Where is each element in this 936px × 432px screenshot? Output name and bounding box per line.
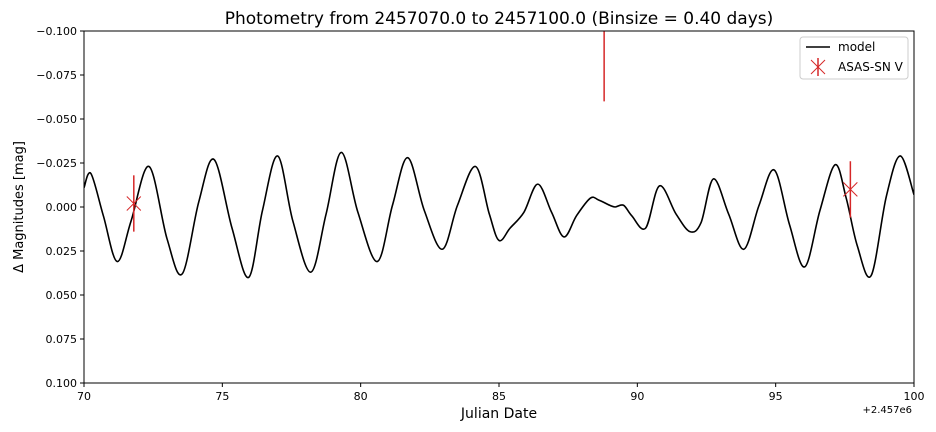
plot-area bbox=[83, 30, 915, 384]
legend: model ASAS-SN V bbox=[799, 36, 909, 80]
x-tick-label: 85 bbox=[492, 390, 506, 403]
x-axis: 70 75 80 85 90 95 100 bbox=[77, 383, 925, 403]
legend-asassn-swatch bbox=[810, 58, 826, 76]
y-tick-label: −0.075 bbox=[36, 69, 77, 82]
asassn-point bbox=[126, 175, 142, 232]
x-tick-label: 100 bbox=[904, 390, 925, 403]
asassn-marker bbox=[843, 182, 858, 197]
y-tick-label: −0.050 bbox=[36, 113, 77, 126]
y-tick-label: −0.100 bbox=[36, 25, 77, 38]
x-axis-offset-label: +2.457e6 bbox=[862, 405, 912, 416]
y-tick-label: 0.000 bbox=[46, 201, 78, 214]
legend-model-label: model bbox=[838, 40, 875, 54]
x-tick-label: 80 bbox=[354, 390, 368, 403]
y-tick-label: −0.025 bbox=[36, 157, 77, 170]
y-tick-label: 0.075 bbox=[46, 333, 78, 346]
x-axis-label: Julian Date bbox=[460, 406, 537, 422]
x-tick-label: 75 bbox=[215, 390, 229, 403]
legend-asassn-label: ASAS-SN V bbox=[838, 60, 904, 74]
asassn-point bbox=[843, 161, 858, 218]
asassn-marker bbox=[126, 196, 142, 211]
y-tick-label: 0.050 bbox=[46, 289, 78, 302]
plot-frame bbox=[83, 30, 915, 384]
y-axis-label: Δ Magnitudes [mag] bbox=[12, 141, 27, 273]
x-tick-label: 70 bbox=[77, 390, 91, 403]
chart-title: Photometry from 2457070.0 to 2457100.0 (… bbox=[225, 9, 774, 29]
x-tick-label: 95 bbox=[769, 390, 783, 403]
y-axis: −0.100 −0.075 −0.050 −0.025 0.000 0.025 0.050 0… bbox=[36, 25, 84, 390]
x-tick-label: 90 bbox=[630, 390, 644, 403]
model-line bbox=[84, 151, 914, 279]
y-tick-label: 0.025 bbox=[46, 245, 78, 258]
y-tick-label: 0.100 bbox=[46, 377, 78, 390]
